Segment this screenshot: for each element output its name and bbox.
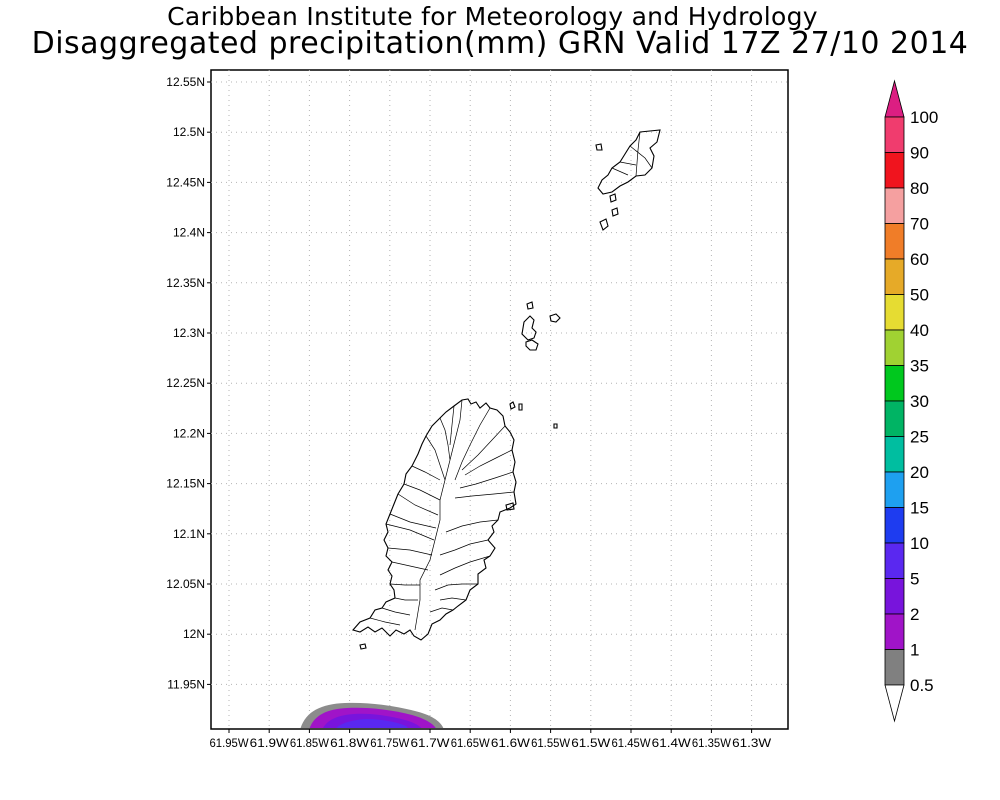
colorbar-label: 100	[910, 108, 938, 127]
diamond-island	[549, 313, 561, 323]
lon-label: 61.75W	[370, 736, 410, 750]
colorbar-label: 60	[910, 250, 929, 269]
latitude-labels: 12.55N 12.5N 12.45N 12.4N 12.35N 12.3N 12.25N 1…	[166, 75, 211, 691]
colorbar-label: 2	[910, 605, 919, 624]
colorbar-segment	[884, 116, 905, 153]
colorbar-label: 40	[910, 321, 929, 340]
colorbar-label: 70	[910, 215, 929, 234]
colorbar-label: 15	[910, 499, 929, 518]
colorbar-label: 50	[910, 286, 929, 305]
lat-label: 12.35N	[166, 276, 205, 290]
colorbar-segment	[884, 187, 905, 224]
lon-label: 61.7W	[411, 736, 451, 750]
colorbar-segment	[884, 507, 905, 544]
carriacou	[597, 129, 661, 195]
lat-label: 12.15N	[166, 477, 205, 491]
colorbar-segment	[884, 329, 905, 366]
lat-label: 12.05N	[166, 577, 205, 591]
chart-subtitle: Disaggregated precipitation(mm) GRN Vali…	[31, 26, 969, 61]
lat-label: 12.55N	[166, 75, 205, 89]
colorbar-segment	[884, 258, 905, 295]
colorbar-top-triangle	[884, 79, 905, 118]
colorbar-segment	[884, 365, 905, 402]
colorbar-label: 5	[910, 570, 919, 589]
frigate-island	[611, 207, 619, 217]
lon-label: 61.6W	[491, 736, 531, 750]
grenadine-islands	[521, 129, 661, 351]
colorbar-segment	[884, 471, 905, 508]
large-island	[609, 193, 617, 203]
colorbar-label: 1	[910, 641, 919, 660]
caille-island	[526, 301, 534, 310]
grenada-offshore-islet-2	[518, 403, 523, 411]
ronde-island	[521, 315, 537, 341]
grenada-offshore-islet-3	[553, 423, 558, 429]
grenada-offshore-islet-5	[359, 643, 367, 650]
colorbar: 100 90 80 70 60 50 40 35 30 25 20 15 10 5 2 1 0.5	[884, 79, 938, 723]
lon-label: 61.4W	[652, 736, 692, 750]
ronde-island-south	[525, 339, 539, 351]
grenada-island	[352, 398, 558, 650]
lon-label: 61.85W	[290, 736, 330, 750]
colorbar-segment	[884, 542, 905, 579]
colorbar-label: 80	[910, 179, 929, 198]
colorbar-segment	[884, 578, 905, 615]
colorbar-segment	[884, 152, 905, 189]
precip-contour-5	[336, 719, 408, 728]
grenada-offshore-islet-1	[509, 401, 516, 410]
grenada-offshore-islet-4	[505, 502, 515, 511]
lat-label: 12.2N	[173, 426, 205, 440]
map-frame	[210, 69, 789, 730]
petite-martinique	[595, 143, 603, 151]
colorbar-label: 35	[910, 357, 929, 376]
saline-island	[599, 218, 609, 231]
colorbar-label: 90	[910, 144, 929, 163]
colorbar-segment	[884, 436, 905, 473]
colorbar-label: 20	[910, 463, 929, 482]
lat-label: 12.5N	[173, 125, 205, 139]
gridlines	[211, 70, 788, 729]
colorbar-label: 30	[910, 392, 929, 411]
lon-label: 61.3W	[732, 736, 772, 750]
colorbar-segment	[884, 294, 905, 331]
colorbar-label: 25	[910, 428, 929, 447]
lon-label: 61.45W	[612, 736, 652, 750]
lat-label: 12.4N	[173, 226, 205, 240]
grenada-parish-lines	[369, 399, 515, 631]
chart-title: Caribbean Institute for Meteorology and …	[167, 2, 818, 31]
colorbar-segment	[884, 649, 905, 686]
lon-label: 61.55W	[531, 736, 571, 750]
carriacou-parishes	[611, 131, 653, 177]
lat-label: 11.95N	[167, 677, 205, 691]
precipitation-area	[300, 702, 444, 728]
lat-label: 12.45N	[166, 175, 205, 189]
colorbar-label: 0.5	[910, 676, 934, 695]
colorbar-segment	[884, 223, 905, 260]
colorbar-bottom-triangle	[884, 684, 905, 723]
lat-label: 12N	[183, 627, 205, 641]
lat-label: 12.1N	[173, 527, 205, 541]
lat-label: 12.25N	[166, 376, 205, 390]
lon-label: 61.8W	[330, 736, 370, 750]
longitude-labels: 61.95W 61.9W 61.85W 61.8W 61.75W 61.7W 61.65W 6…	[210, 729, 772, 750]
lon-label: 61.9W	[250, 736, 290, 750]
lat-label: 12.3N	[173, 326, 205, 340]
lon-label: 61.5W	[571, 736, 611, 750]
colorbar-segment	[884, 613, 905, 650]
lon-label: 61.35W	[692, 736, 732, 750]
lon-label: 61.65W	[451, 736, 491, 750]
colorbar-segment	[884, 400, 905, 437]
colorbar-label: 10	[910, 534, 929, 553]
lon-label: 61.95W	[210, 736, 250, 750]
